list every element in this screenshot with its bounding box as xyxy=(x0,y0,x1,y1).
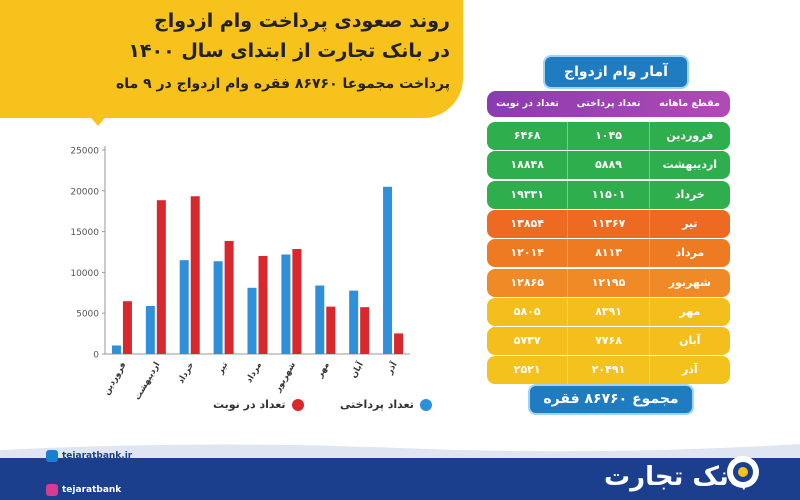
cell-paid: ۱۲۱۹۵ xyxy=(567,268,648,297)
cell-month: خرداد xyxy=(648,180,730,209)
y-tick-label: 5000 xyxy=(76,310,99,320)
cell-paid: ۷۷۶۸ xyxy=(567,327,648,356)
cell-month: مهر xyxy=(648,297,730,326)
bar-queue xyxy=(122,301,132,354)
bar-paid xyxy=(281,254,291,354)
header-month: مقطع ماهانه xyxy=(659,98,720,109)
bar-queue xyxy=(156,200,166,354)
legend-label-paid: تعداد پرداختی xyxy=(340,398,414,411)
x-tick-label: اردیبهشت xyxy=(133,360,163,402)
cell-month: آبان xyxy=(648,327,730,356)
bar-paid xyxy=(315,285,325,354)
header-paid: تعداد پرداختی xyxy=(576,98,641,109)
y-tick-label: 15000 xyxy=(70,228,99,238)
table-title: آمار وام ازدواج xyxy=(543,55,689,89)
bar-queue xyxy=(394,333,404,354)
table-header: مقطع ماهانه تعداد پرداختی تعداد در نوبت xyxy=(487,91,730,117)
legend-queue: تعداد در نوبت xyxy=(213,398,304,411)
cell-queue: ۱۲۰۱۴ xyxy=(510,246,544,260)
bar-paid xyxy=(213,261,223,354)
cell-paid: ۱۱۵۰۱ xyxy=(567,180,648,209)
table-row: آذر ۲۰۴۹۱ ۲۵۲۱ xyxy=(487,356,730,385)
bar-queue xyxy=(292,249,302,354)
table-row: اردیبهشت ۵۸۸۹ ۱۸۸۴۸ xyxy=(487,151,730,180)
cell-queue: ۱۹۳۳۱ xyxy=(510,187,544,201)
cell-paid: ۸۱۱۳ xyxy=(567,239,648,268)
bar-queue xyxy=(360,307,370,354)
bar-queue xyxy=(224,240,234,354)
cell-queue: ۵۸۰۵ xyxy=(513,304,541,318)
cell-paid: ۵۸۸۹ xyxy=(567,151,648,180)
cell-paid: ۸۳۹۱ xyxy=(567,297,648,326)
cell-queue: ۱۲۸۶۵ xyxy=(510,275,544,289)
y-tick-label: 0 xyxy=(93,351,99,361)
bank-logo-text: بانک تجارت xyxy=(604,462,749,492)
legend-paid: تعداد پرداختی xyxy=(340,398,432,411)
y-tick-label: 20000 xyxy=(70,187,99,197)
cell-month: فروردین xyxy=(648,122,730,150)
y-tick-label: 10000 xyxy=(70,269,99,279)
bank-logo-icon xyxy=(727,456,759,488)
bar-queue xyxy=(190,196,200,354)
y-tick-label: 25000 xyxy=(70,147,99,157)
x-tick-label: خرداد xyxy=(176,361,196,386)
table-row: تیر ۱۱۳۶۷ ۱۳۸۵۴ xyxy=(487,209,730,238)
bar-paid xyxy=(349,290,359,354)
bar-queue xyxy=(258,255,268,354)
cell-month: تیر xyxy=(648,209,730,238)
table-row: مهر ۸۳۹۱ ۵۸۰۵ xyxy=(487,297,730,326)
cell-queue: ۱۸۸۴۸ xyxy=(510,158,544,172)
banner-pointer xyxy=(86,112,110,126)
x-tick-label: مهر xyxy=(315,361,332,381)
social-handle[interactable]: tejaratbank xyxy=(62,485,122,495)
header-queue: تعداد در نوبت xyxy=(496,98,559,109)
cell-queue: ۱۳۸۵۴ xyxy=(510,216,544,230)
instagram-icon xyxy=(46,484,58,496)
legend-label-queue: تعداد در نوبت xyxy=(213,398,286,411)
bar-paid xyxy=(247,287,257,354)
x-tick-label: شهریور xyxy=(272,361,297,395)
bar-queue xyxy=(326,306,336,354)
legend-swatch-paid xyxy=(419,398,432,411)
bar-paid xyxy=(383,186,393,354)
page-title-line2: در بانک تجارت از ابتدای سال ۱۴۰۰ xyxy=(128,40,450,62)
cell-month: آذر xyxy=(648,356,730,385)
cell-paid: ۲۰۴۹۱ xyxy=(567,356,648,385)
web-icon xyxy=(46,450,58,462)
cell-queue: ۵۷۳۷ xyxy=(513,334,541,348)
x-tick-label: آبان xyxy=(347,359,366,380)
legend-swatch-queue xyxy=(291,398,304,411)
cell-paid: ۱۰۴۵ xyxy=(567,122,648,150)
x-tick-label: آذر xyxy=(383,359,401,377)
page-subtitle: پرداخت مجموعا ۸۶۷۶۰ فقره وام ازدواج در ۹… xyxy=(116,76,450,92)
table-row: آبان ۷۷۶۸ ۵۷۳۷ xyxy=(487,327,730,356)
bar-paid xyxy=(111,345,121,354)
cell-paid: ۱۱۳۶۷ xyxy=(567,209,648,238)
footer-wave xyxy=(0,444,800,458)
table-row: مرداد ۸۱۱۳ ۱۲۰۱۴ xyxy=(487,239,730,268)
cell-queue: ۲۵۲۱ xyxy=(513,363,541,377)
total-badge: مجموع ۸۶۷۶۰ فقره xyxy=(528,384,694,415)
bar-chart: 0 5000 10000 15000 20000 25000 فروردین اردیبهشت… xyxy=(70,146,410,402)
x-tick-label: فروردین xyxy=(102,361,129,397)
bar-paid xyxy=(179,260,189,354)
x-tick-label: تیر xyxy=(215,361,230,377)
cell-queue: ۶۴۶۸ xyxy=(513,129,541,142)
table-row: خرداد ۱۱۵۰۱ ۱۹۳۳۱ xyxy=(487,180,730,209)
header-banner xyxy=(0,0,463,118)
cell-month: مرداد xyxy=(648,239,730,268)
x-tick-label: مرداد xyxy=(244,361,264,385)
table-row: فروردین ۱۰۴۵ ۶۴۶۸ xyxy=(487,122,730,150)
cell-month: شهریور xyxy=(648,268,730,297)
cell-month: اردیبهشت xyxy=(648,151,730,180)
page-title-line1: روند صعودی پرداخت وام ازدواج xyxy=(154,10,450,32)
table-row: شهریور ۱۲۱۹۵ ۱۲۸۶۵ xyxy=(487,268,730,297)
website-link[interactable]: tejaratbank.ir xyxy=(62,451,133,461)
bar-paid xyxy=(145,305,155,354)
